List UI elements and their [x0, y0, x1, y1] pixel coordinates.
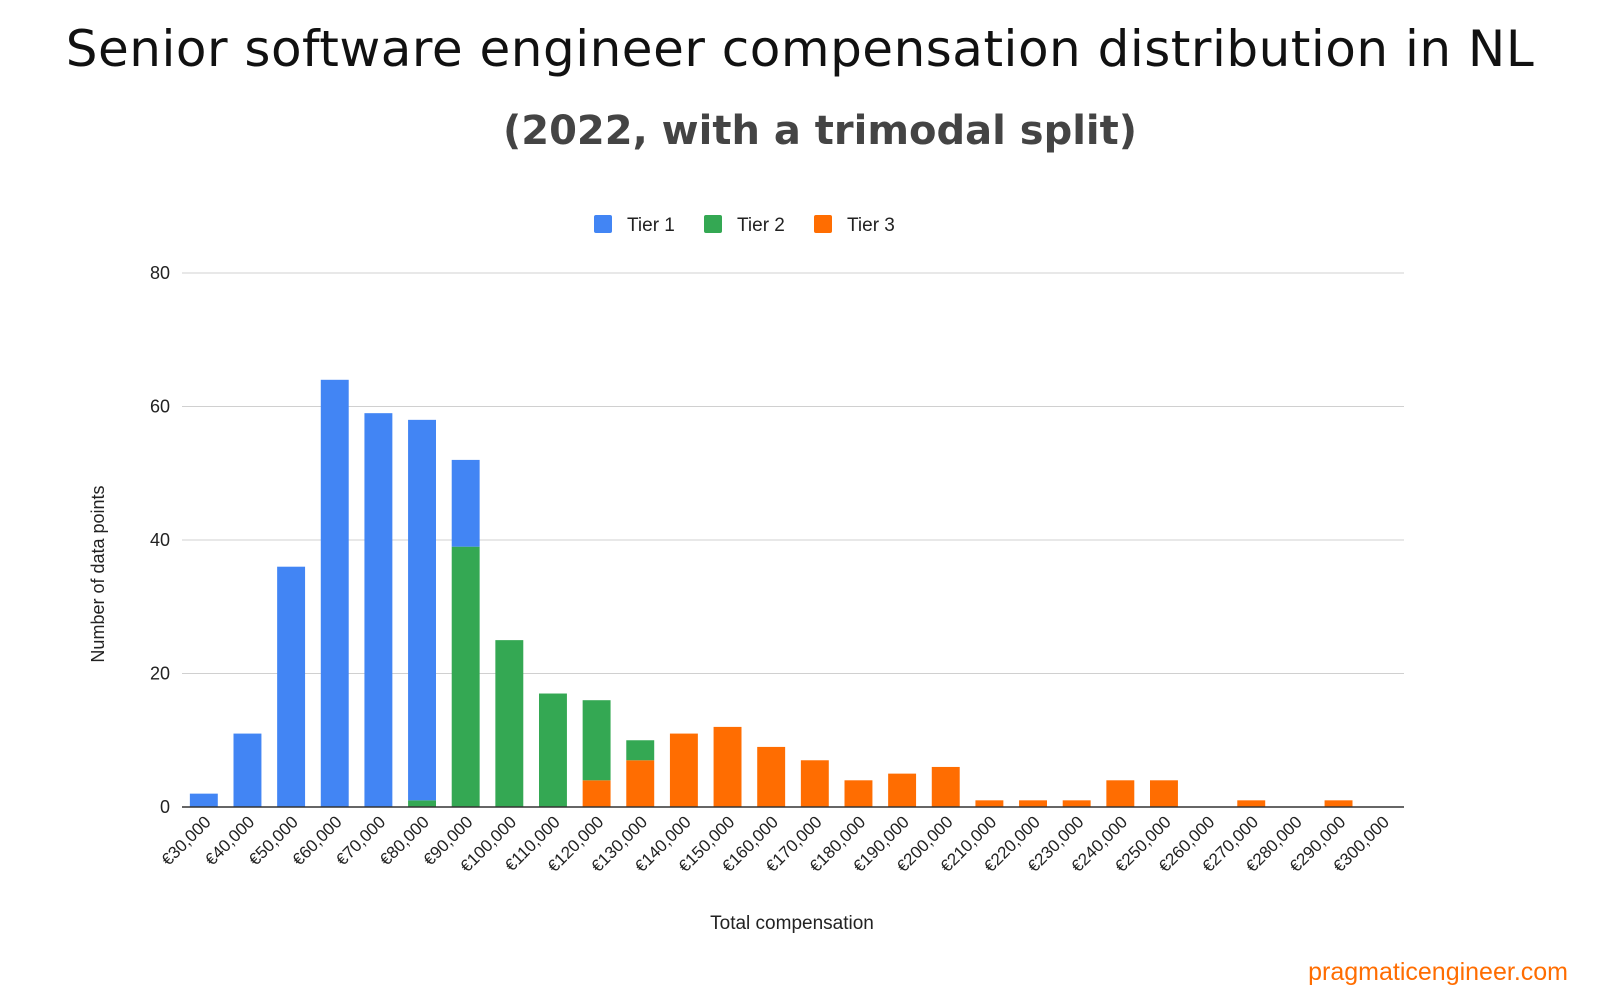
x-tick-labels: €30,000€40,000€50,000€60,000€70,000€80,0… [158, 812, 1393, 876]
bar-tier-1 [320, 379, 349, 807]
y-tick-labels: 0 20 40 60 80 [150, 263, 170, 817]
bar-tier-2 [451, 546, 480, 807]
legend-swatch [594, 215, 612, 233]
bar-tier-3 [757, 746, 786, 807]
y-tick-label: 20 [150, 664, 170, 684]
bar-tier-1 [408, 419, 436, 801]
bar-tier-3 [975, 800, 1004, 807]
legend-swatch [704, 215, 722, 233]
bar-tier-2 [626, 740, 655, 761]
bar-tier-1 [189, 793, 218, 807]
bar-tier-3 [1106, 780, 1135, 807]
bar-tier-3 [1150, 780, 1178, 807]
legend-label: Tier 3 [847, 215, 895, 236]
bar-tier-3 [669, 733, 698, 807]
bar-tier-1 [451, 459, 480, 547]
bar-tier-3 [931, 766, 960, 807]
chart-legend: Tier 1 Tier 2 Tier 3 [594, 215, 895, 236]
y-tick-label: 0 [160, 797, 170, 817]
bar-tier-3 [1062, 800, 1091, 807]
x-axis-label: Total compensation [710, 913, 874, 934]
chart-bars [189, 379, 1353, 808]
legend-label: Tier 1 [627, 215, 675, 236]
bar-tier-3 [1019, 800, 1047, 807]
bar-tier-3 [582, 780, 611, 807]
chart-subtitle: (2022, with a trimodal split) [502, 108, 1138, 154]
bar-tier-3 [626, 760, 655, 807]
legend-swatch [814, 215, 832, 233]
bar-tier-3 [844, 780, 873, 807]
bar-tier-2 [582, 700, 611, 781]
bar-tier-2 [539, 693, 567, 807]
y-axis-label: Number of data points [88, 485, 108, 662]
y-tick-label: 80 [150, 263, 170, 283]
chart-title: Senior software engineer compensation di… [65, 20, 1535, 78]
bar-tier-1 [233, 733, 262, 807]
bar-tier-3 [888, 773, 917, 808]
legend-label: Tier 2 [737, 215, 785, 236]
bar-tier-3 [1324, 800, 1353, 807]
bar-tier-1 [364, 413, 393, 807]
y-tick-label: 40 [150, 530, 170, 550]
bar-tier-3 [800, 760, 829, 807]
bar-tier-2 [495, 640, 524, 808]
bar-tier-2 [408, 800, 436, 807]
y-tick-label: 60 [150, 397, 170, 417]
bar-tier-3 [713, 726, 742, 807]
source-credit: pragmaticengineer.com [1308, 958, 1568, 986]
bar-tier-3 [1237, 800, 1266, 807]
bar-tier-1 [277, 566, 306, 807]
